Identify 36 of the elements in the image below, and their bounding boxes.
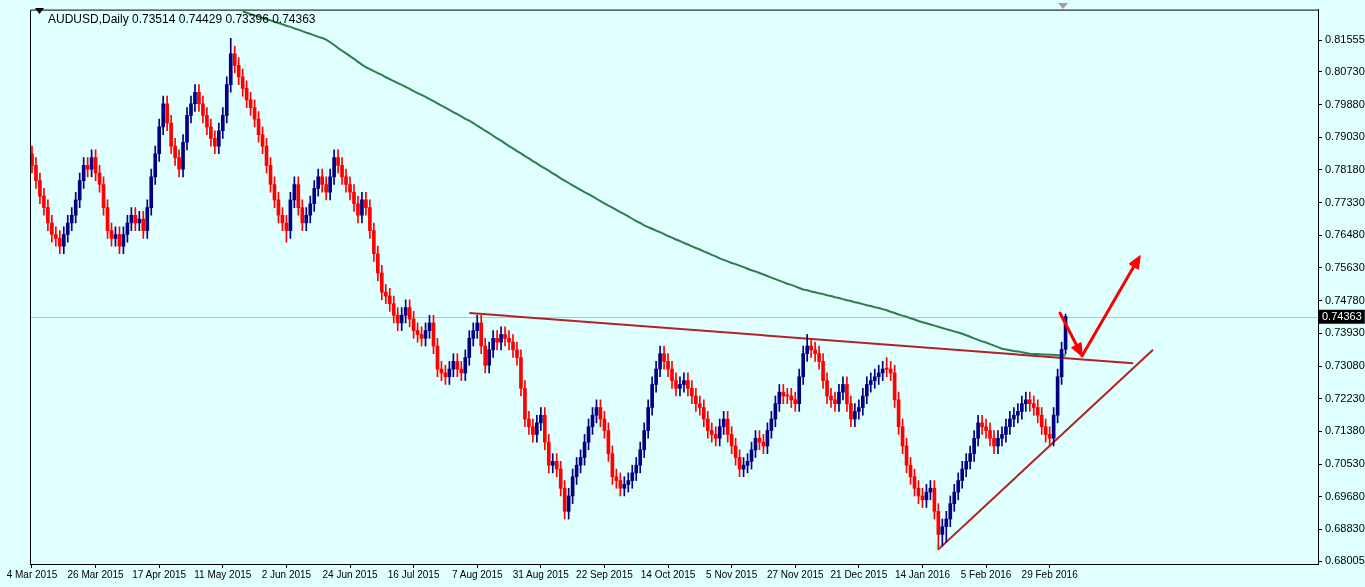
y-tick-label: 0.74780 (1325, 293, 1365, 306)
x-tick-label: 11 May 2015 (194, 568, 252, 580)
y-tick-label: 0.77330 (1325, 195, 1365, 208)
x-tick-label: 31 Aug 2015 (512, 568, 570, 580)
y-tick-label: 0.68830 (1325, 522, 1365, 535)
y-tick-label: 0.78180 (1325, 162, 1365, 175)
y-tick-label: 0.79030 (1325, 130, 1365, 143)
x-tick-label: 14 Jan 2016 (894, 568, 951, 580)
x-tick-label: 21 Dec 2015 (830, 568, 888, 580)
x-tick-label: 4 Mar 2015 (6, 568, 58, 580)
y-tick-label: 0.73080 (1325, 359, 1365, 372)
y-tick-label: 0.72230 (1325, 391, 1365, 404)
x-tick-label: 14 Oct 2015 (640, 568, 696, 580)
x-tick-label: 5 Nov 2015 (706, 568, 758, 580)
x-tick-label: 2 Jun 2015 (261, 568, 312, 580)
x-tick-label: 29 Feb 2016 (1021, 568, 1079, 580)
x-tick-label: 22 Sep 2015 (576, 568, 634, 580)
chart-title: AUDUSD,Daily 0.73514 0.74429 0.73396 0.74363 (48, 11, 316, 26)
y-tick-label: 0.73930 (1325, 326, 1365, 339)
x-tick-label: 24 Jun 2015 (322, 568, 378, 580)
y-tick-label: 0.70530 (1325, 457, 1365, 470)
x-tick-label: 16 Jul 2015 (387, 568, 440, 580)
y-tick-label: 0.75630 (1325, 260, 1365, 273)
x-tick-label: 7 Aug 2015 (451, 568, 503, 580)
y-tick-label: 0.79880 (1325, 97, 1365, 110)
y-tick-label: 0.71380 (1325, 424, 1365, 437)
y-tick-label: 0.80730 (1325, 64, 1365, 77)
x-tick-label: 5 Feb 2016 (960, 568, 1012, 580)
x-tick-label: 27 Nov 2015 (766, 568, 825, 580)
y-tick-label: 0.76480 (1325, 228, 1365, 241)
y-tick-label: 0.69680 (1325, 489, 1365, 502)
x-tick-label: 26 Mar 2015 (67, 568, 125, 580)
x-tick-label: 17 Apr 2015 (132, 568, 187, 580)
y-tick-label: 0.81555 (1325, 33, 1365, 46)
y-tick-label: 0.68005 (1325, 554, 1365, 567)
ref-line-label: 0.74363 (1322, 309, 1362, 322)
